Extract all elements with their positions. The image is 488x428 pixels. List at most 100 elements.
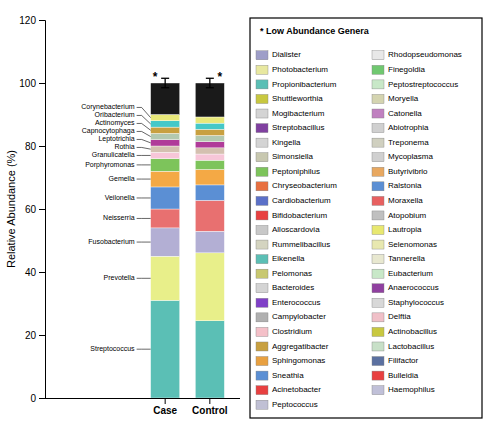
legend-entry: Treponema	[388, 138, 429, 147]
x-axis-line	[45, 398, 240, 399]
bar-segment	[151, 256, 180, 300]
error-bar-cap	[206, 87, 214, 88]
bar-segment	[195, 169, 224, 184]
leader-line	[137, 349, 151, 350]
segment-label: Oribacterium	[95, 111, 135, 118]
error-bars	[161, 78, 214, 87]
legend-entry: Delftia	[388, 312, 411, 321]
legend-entry: Peptoniphilus	[272, 167, 320, 176]
legend-entry: Eubacterium	[388, 269, 433, 278]
y-axis-title: Relative Abundance (%)	[5, 150, 17, 268]
legend-entry: Mycoplasma	[388, 152, 433, 161]
legend-entry: Peptostreptococcus	[388, 80, 458, 89]
x-tick-label: Control	[192, 405, 228, 416]
legend-swatch	[256, 313, 268, 322]
x-tick-mark	[165, 398, 166, 404]
bar-segment	[195, 148, 224, 154]
y-tick-label: 100	[19, 78, 36, 89]
error-bar-cap	[161, 78, 169, 79]
legend-entry: Kingella	[272, 138, 301, 147]
legend-swatch	[372, 51, 384, 60]
legend-swatch	[256, 65, 268, 74]
legend-entry: Lactobacillus	[388, 342, 434, 351]
legend-swatch	[256, 94, 268, 103]
x-tick-mark	[209, 398, 210, 404]
leader-line	[137, 107, 151, 117]
legend-entry: Cardiobacterium	[272, 196, 331, 205]
error-bar	[165, 78, 166, 87]
y-tick-label: 20	[25, 330, 37, 341]
legend-entry: Abiotrophia	[388, 123, 429, 132]
y-tick-mark	[39, 398, 45, 399]
leader-line	[137, 164, 151, 165]
bar-segment	[151, 228, 180, 256]
leader-line	[137, 278, 151, 279]
legend-swatch	[256, 80, 268, 89]
legend-entry: Sphingomonas	[272, 356, 325, 365]
y-axis: 020406080100120	[19, 15, 45, 404]
legend-swatch	[372, 65, 384, 74]
legend-entry: Finegoldia	[388, 65, 425, 74]
legend-entry: Enterococcus	[272, 298, 320, 307]
y-tick: 60	[25, 204, 45, 215]
y-tick: 0	[30, 393, 45, 404]
legend-entry: Dialister	[272, 50, 301, 59]
legend-swatch	[372, 226, 384, 235]
legend-entry: Butyrivibrio	[388, 167, 428, 176]
segment-label: Prevotella	[103, 274, 134, 281]
leader-line	[137, 115, 151, 124]
legend-swatch	[372, 327, 384, 336]
bar-segment	[151, 115, 180, 121]
segment-label: Leptotrichia	[98, 135, 134, 143]
segment-label: Porphyromonas	[85, 161, 135, 169]
bar-segment	[151, 83, 180, 115]
legend-swatch	[372, 182, 384, 191]
x-tick-label: Case	[153, 405, 177, 416]
legend-swatch	[372, 124, 384, 133]
legend-entry: Selenomonas	[388, 240, 437, 249]
segment-label: Granulicatella	[92, 151, 135, 158]
bar-segment	[151, 133, 180, 139]
leader-line	[137, 139, 151, 142]
bar-segment	[151, 152, 180, 158]
bar-segment	[195, 231, 224, 253]
legend-entry: Acinetobacter	[272, 385, 321, 394]
segment-labels: StreptococcusPrevotellaFusobacteriumNeis…	[81, 103, 150, 353]
chart: 020406080100120CaseControlRelative Abund…	[0, 0, 488, 428]
error-bar-cap	[206, 78, 214, 79]
bar-segment	[195, 129, 224, 135]
legend-swatch	[372, 211, 384, 220]
legend-swatch	[256, 124, 268, 133]
legend-entry: Sneathia	[272, 371, 304, 380]
legend-entry: Filifactor	[388, 356, 419, 365]
legend-swatch	[256, 240, 268, 249]
legend-entry: Lautropia	[388, 225, 422, 234]
bar-segment	[195, 117, 224, 123]
y-tick-mark	[39, 272, 45, 273]
legend-swatch	[256, 182, 268, 191]
legend: * Low Abundance GeneraDialisterPhotobact…	[250, 18, 482, 418]
y-tick-label: 80	[25, 141, 37, 152]
annotation: *	[218, 70, 223, 84]
y-axis-line	[39, 21, 46, 399]
leader-line	[137, 123, 151, 130]
segment-label: Streptococcus	[90, 345, 135, 353]
legend-entry: Actinobacillus	[388, 327, 437, 336]
legend-swatch	[372, 357, 384, 366]
legend-swatch	[256, 400, 268, 409]
y-tick: 80	[25, 141, 45, 152]
bar-segment	[195, 136, 224, 142]
legend-swatch	[372, 284, 384, 293]
legend-swatch	[256, 284, 268, 293]
legend-entry: Streptobacillus	[272, 123, 324, 132]
legend-entry: Atopobium	[388, 211, 427, 220]
bar-segment	[195, 154, 224, 160]
y-tick: 100	[19, 78, 45, 89]
legend-entry: Pelomonas	[272, 269, 312, 278]
legend-swatch	[256, 269, 268, 278]
legend-entry: Clostridium	[272, 327, 312, 336]
legend-entry: Shuttleworthia	[272, 94, 323, 103]
leader-line	[137, 197, 151, 198]
bar-segment	[151, 121, 180, 127]
segment-label: Neisserria	[103, 214, 135, 221]
